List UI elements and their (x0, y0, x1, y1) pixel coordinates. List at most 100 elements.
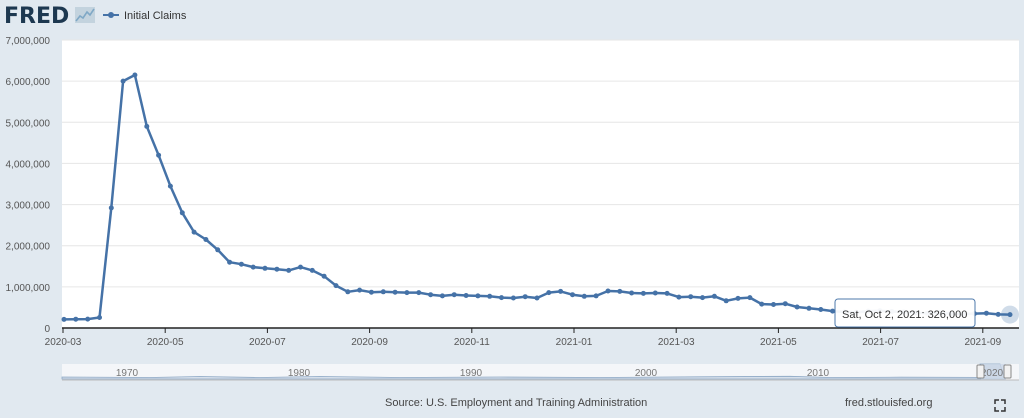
x-axis-labels: 2020-03 2020-05 2020-07 2020-09 2020-11 2021-… (45, 328, 1002, 348)
legend-label: Initial Claims (124, 10, 187, 22)
tooltip-box (834, 298, 976, 328)
data-point (227, 259, 233, 265)
x-tick-label: 2020-07 (249, 337, 286, 348)
data-point (735, 295, 741, 301)
data-point (345, 289, 351, 295)
navigator-handle-left[interactable] (976, 364, 985, 379)
y-tick-label: 4,000,000 (6, 159, 51, 170)
data-point (463, 293, 469, 298)
x-tick-label: 2020-11 (454, 337, 490, 348)
data-point (215, 247, 221, 253)
data-point (274, 266, 280, 272)
data-point (794, 304, 800, 310)
data-point (629, 290, 635, 296)
data-point (404, 290, 410, 296)
data-point (203, 237, 209, 242)
data-point (711, 293, 717, 299)
x-tick-label: 2021-03 (658, 337, 695, 348)
data-point (723, 298, 729, 304)
fred-logo[interactable]: FRED (4, 4, 95, 29)
navigator-label: 2020 (981, 368, 1004, 379)
y-tick-label: 7,000,000 (6, 36, 51, 47)
data-point (451, 292, 457, 298)
data-point (380, 289, 386, 295)
legend-item[interactable]: Initial Claims (103, 10, 187, 22)
site-url[interactable]: fred.stlouisfed.org (845, 397, 932, 409)
x-tick-label: 2021-01 (556, 337, 593, 348)
data-point (250, 264, 256, 270)
data-point (108, 205, 114, 211)
navigator-label: 1990 (460, 368, 483, 379)
fred-logo-text[interactable]: FRED (4, 4, 69, 29)
data-point (700, 295, 705, 301)
data-point (806, 305, 812, 311)
data-point (782, 301, 788, 307)
plot-area (62, 40, 1019, 328)
navigator-labels: 1970 1980 1990 2000 2010 2020 (116, 368, 1004, 379)
data-point (73, 316, 79, 322)
data-point (534, 295, 540, 301)
data-point (570, 292, 575, 298)
x-tick-label: 2021-07 (862, 337, 899, 348)
data-point (617, 288, 623, 294)
data-point (475, 293, 481, 299)
navigator-label: 1980 (288, 368, 311, 379)
data-point (747, 295, 753, 301)
data-point (522, 294, 528, 300)
navigator-selection[interactable] (981, 364, 1006, 380)
navigator[interactable]: 1970 1980 1990 2000 2010 2020 (61, 363, 1019, 381)
data-point (309, 267, 315, 273)
tooltip-value: 326,000 (928, 309, 968, 321)
data-point (605, 288, 611, 294)
tooltip: Sat, Oct 2, 2021: 326,000 (834, 298, 976, 328)
data-point (132, 72, 138, 78)
data-point (156, 152, 162, 158)
data-point (439, 293, 445, 299)
x-tick-label: 2020-05 (147, 337, 184, 348)
data-point (593, 293, 599, 299)
y-tick-label: 0 (44, 324, 50, 335)
y-tick-label: 1,000,000 (6, 283, 51, 294)
navigator-handle-right[interactable] (1003, 364, 1012, 379)
fred-chart-logo-icon (75, 7, 95, 23)
legend-marker-icon (108, 12, 114, 18)
data-point (510, 295, 516, 301)
y-axis-labels: 0 1,000,000 2,000,000 3,000,000 4,000,000 5,0… (6, 36, 51, 335)
data-point (428, 292, 434, 298)
y-tick-label: 2,000,000 (6, 242, 51, 253)
data-point (995, 311, 1001, 317)
data-point (558, 288, 564, 294)
data-point (546, 290, 552, 296)
data-point (120, 78, 126, 84)
x-tick-label: 2021-05 (760, 337, 797, 348)
data-point (191, 229, 197, 235)
source-text: Source: U.S. Employment and Training Adm… (385, 397, 647, 409)
data-point (179, 210, 185, 216)
navigator-label: 2000 (635, 368, 658, 379)
data-point (416, 290, 422, 296)
data-point (167, 183, 173, 189)
data-point (321, 273, 327, 279)
data-point (676, 294, 682, 300)
tooltip-date: Sat, Oct 2, 2021: (842, 309, 925, 321)
y-tick-label: 5,000,000 (6, 118, 51, 129)
data-point (759, 301, 765, 307)
data-point (830, 308, 836, 314)
data-point (499, 295, 504, 301)
data-point (392, 289, 398, 295)
hover-highlight (1001, 305, 1019, 324)
navigator-label: 2010 (807, 368, 830, 379)
fullscreen-icon[interactable] (994, 399, 1006, 412)
data-point (85, 316, 91, 322)
x-tick-label: 2021-09 (964, 337, 1001, 348)
data-point (640, 290, 646, 296)
data-point (1007, 312, 1013, 318)
data-point (262, 265, 268, 271)
data-point (818, 307, 824, 312)
navigator-label: 1970 (116, 368, 139, 379)
data-point (144, 123, 150, 129)
y-tick-label: 6,000,000 (6, 77, 51, 88)
data-point (487, 293, 493, 299)
tooltip-text: Sat, Oct 2, 2021: 326,000 (842, 309, 967, 321)
